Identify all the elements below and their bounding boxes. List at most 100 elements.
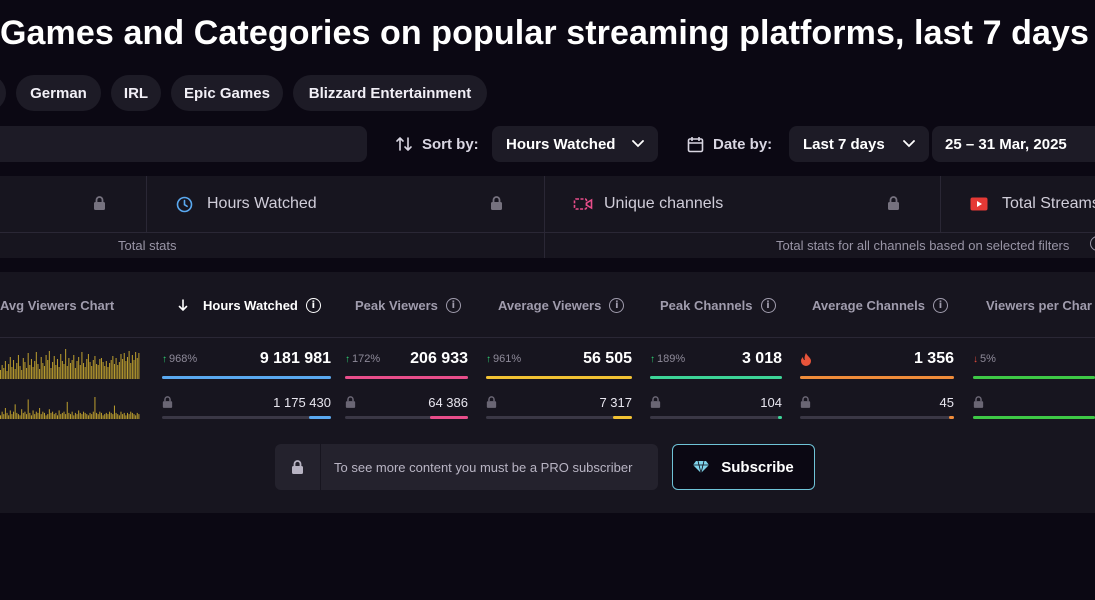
arrow-up-icon: ↑ — [162, 353, 167, 365]
sparkline-bar — [68, 358, 70, 379]
table-row[interactable]: ↑ 968% 9 181 981 ↑ 172% 206 933 ↑ 961% 56 505 … — [162, 348, 1095, 384]
sparkline-bar — [3, 414, 5, 419]
lock-icon — [345, 396, 356, 408]
sparkline-bar — [125, 415, 127, 419]
sparkline-bar — [22, 358, 24, 379]
sparkline-bar — [100, 358, 102, 379]
fire-icon — [801, 353, 811, 366]
viewers-per-bar — [973, 416, 1095, 419]
sort-arrows-icon — [396, 137, 412, 151]
sparkline-bar — [123, 353, 125, 379]
chip-irl[interactable]: IRL — [111, 75, 161, 111]
sparkline-bar — [17, 414, 19, 419]
info-icon[interactable]: i — [609, 297, 625, 313]
sparkline-bar — [84, 367, 86, 379]
peak-viewers-bar — [429, 416, 468, 419]
sparkline-bar — [58, 410, 60, 419]
chip-blizzard[interactable]: Blizzard Entertainment — [293, 75, 487, 111]
sparkline-bar — [71, 360, 73, 379]
info-icon[interactable]: i — [305, 297, 321, 313]
date-range-picker[interactable]: 25 – 31 Mar, 2025 — [932, 126, 1095, 162]
date-dropdown[interactable]: Last 7 days — [789, 126, 929, 162]
sparkline-bar — [135, 415, 137, 419]
divider — [0, 337, 1095, 338]
sparkline-bar — [48, 409, 50, 419]
sparkline-bar — [55, 412, 57, 419]
sparkline-bar — [83, 363, 85, 379]
sparkline-bar — [138, 414, 140, 419]
avg-viewers-bar — [613, 416, 632, 419]
sparkline-bar — [39, 369, 41, 379]
play-icon — [970, 197, 988, 211]
sparkline-bar — [13, 411, 15, 419]
sparkline-bar — [37, 364, 39, 379]
sparkline-bar — [107, 414, 109, 419]
sparkline-bar — [81, 414, 83, 419]
sparkline-bar — [48, 351, 50, 379]
sparkline-bar — [122, 414, 124, 419]
sparkline-bar — [21, 370, 23, 379]
sparkline-bar — [123, 412, 125, 419]
sparkline-bar — [113, 364, 115, 379]
sparkline-bar — [86, 414, 88, 419]
arrow-up-icon: ↑ — [345, 353, 350, 365]
sparkline-bar — [34, 414, 36, 419]
sparkline-bar — [56, 359, 59, 379]
sparkline-bar — [45, 355, 47, 379]
info-icon[interactable]: i — [932, 297, 948, 313]
viewers-per-bar — [973, 376, 1095, 379]
sparkline-bar — [96, 412, 98, 419]
sparkline-bar — [86, 359, 88, 379]
chip-epic-games[interactable]: Epic Games — [171, 75, 283, 111]
sparkline-bar — [125, 361, 127, 379]
info-icon[interactable]: i — [445, 297, 461, 313]
sparkline-bar — [89, 362, 91, 379]
sparkline-bar — [126, 412, 129, 419]
table-row[interactable]: 1 175 430 64 386 7 317 104 45 — [162, 391, 1095, 421]
info-icon[interactable]: i — [760, 297, 776, 313]
sparkline-bar — [37, 412, 39, 419]
sparkline-bar — [68, 412, 70, 419]
subscribe-button[interactable]: Subscribe — [672, 444, 815, 490]
chip-partial[interactable] — [0, 75, 6, 111]
sparkline-bar — [83, 411, 85, 419]
cell-average-channels: 1 356 — [800, 348, 954, 379]
sort-dropdown[interactable]: Hours Watched — [492, 126, 658, 162]
chevron-down-icon — [632, 140, 644, 148]
sparkline-bar — [118, 415, 120, 419]
chip-german[interactable]: German — [16, 75, 101, 111]
stat-total-streams: Total Streams — [970, 176, 1095, 232]
col-viewers-per-channel[interactable]: Viewers per Char — [986, 297, 1092, 313]
cell-average-viewers: 7 317 — [486, 391, 632, 419]
col-peak-channels[interactable]: Peak Channels i — [660, 295, 776, 315]
sparkline-bar — [58, 367, 60, 379]
total-stats-label: Total stats — [118, 237, 177, 253]
col-average-viewers[interactable]: Average Viewers i — [498, 295, 625, 315]
sparkline-bar — [70, 363, 72, 379]
sparkline-bar — [39, 408, 41, 419]
sparkline-bar — [43, 366, 45, 379]
sparkline-bar — [135, 352, 137, 379]
col-peak-viewers[interactable]: Peak Viewers i — [355, 295, 461, 315]
sparkline-bar — [35, 411, 37, 419]
sparkline-bar — [34, 361, 36, 379]
date-label: Date by: — [687, 126, 772, 162]
search-input[interactable] — [0, 126, 367, 162]
sparkline-bar — [133, 360, 135, 379]
sparkline-bar — [27, 399, 29, 419]
sparkline-bar — [79, 365, 81, 379]
date-value: Last 7 days — [803, 135, 885, 153]
col-hours-watched[interactable]: Hours Watched i — [178, 295, 321, 315]
sparkline-bar — [122, 359, 124, 379]
cell-peak-viewers: 64 386 — [345, 391, 468, 419]
sparkline-bar — [11, 414, 13, 419]
sparkline-bar — [42, 411, 44, 419]
col-average-channels[interactable]: Average Channels i — [812, 295, 948, 315]
sparkline-bar — [79, 412, 81, 419]
sparkline-bar — [130, 363, 132, 379]
divider — [0, 232, 1095, 233]
sparkline-bar — [65, 349, 67, 379]
sparkline-bar — [136, 358, 138, 379]
sparkline-bar — [0, 415, 2, 419]
sparkline-bar — [29, 365, 31, 379]
